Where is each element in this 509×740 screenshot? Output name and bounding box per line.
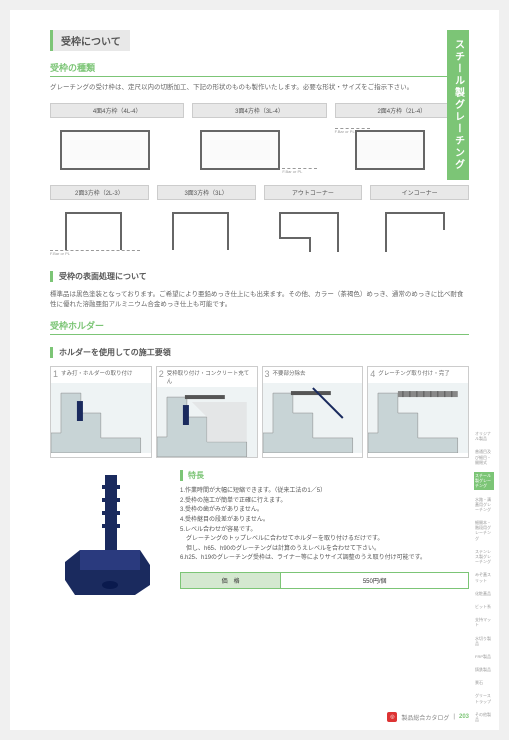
side-menu-item[interactable]: 景石 (474, 679, 494, 686)
frame-label: インコーナー (370, 185, 469, 200)
section-title-holder: 受枠ホルダー (50, 319, 469, 335)
footer-logo-icon: ◎ (387, 712, 397, 722)
side-menu-item[interactable]: 支持マット (474, 616, 494, 628)
price-table: 価 格 550円/個 (180, 572, 469, 589)
frame-row-1: 4面4方枠（4L-4） 3面4方枠（3L-4） F.Bar or PL 2面4方… (50, 103, 469, 177)
step-text: グレーチング取り付け・完了 (378, 369, 450, 381)
catalog-page: スチール製グレーチング オリジナル製品 普通目及び細目・開閉式 スチール製グレー… (10, 10, 499, 730)
side-menu-item[interactable]: ステンレス製グレーチング (474, 548, 494, 566)
side-menu-item[interactable]: 水切り製品 (474, 635, 494, 647)
step-text: 不要部分除去 (273, 369, 306, 381)
frame-item: アウトコーナー (264, 185, 363, 259)
feature-item: 2.受枠の施工が簡単で正確に行えます。 (180, 497, 469, 507)
frame-item: 3面3方枠（3L） (157, 185, 256, 259)
features-title: 特長 (180, 470, 469, 481)
step-diagram (263, 383, 363, 453)
feature-item: 但し、h65、h90のグレーチングは計算のうえレベルを合わせて下さい。 (180, 545, 469, 555)
features-content: 特長 1.作業時間が大幅に短縮できます。（従来工法の1／5） 2.受枠の施工が簡… (180, 470, 469, 600)
frame-row-2: 2面3方枠（2L-3） F.Bar or PL 3面3方枠（3L） アウトコーナ… (50, 185, 469, 259)
page-footer: ◎ 製品総合カタログ | 203 (387, 712, 469, 722)
frame-item: 2面3方枠（2L-3） F.Bar or PL (50, 185, 149, 259)
features-row: 特長 1.作業時間が大幅に短縮できます。（従来工法の1／5） 2.受枠の施工が簡… (50, 470, 469, 600)
step-2: 2受枠取り付け・コンクリート充てん (156, 366, 258, 458)
step-text: 受枠取り付け・コンクリート充てん (167, 369, 255, 385)
feature-item: 4.受枠継目の段差がありません。 (180, 516, 469, 526)
holder-product-image (50, 470, 170, 600)
frame-diagram-out-corner (264, 204, 363, 259)
frame-label: 3面3方枠（3L） (157, 185, 256, 200)
side-menu-item[interactable]: 化粧蓋品 (474, 590, 494, 597)
frame-diagram-in-corner (370, 204, 469, 259)
side-menu-item[interactable]: 水路・溝蓋用グレーチング (474, 496, 494, 514)
feature-item: 1.作業時間が大幅に短縮できます。（従来工法の1／5） (180, 487, 469, 497)
section-text: 標準品は黒色塗装となっております。ご希望により亜鉛めっき仕上にも出来ます。その他… (50, 290, 469, 310)
side-menu-item[interactable]: ビット系 (474, 603, 494, 610)
side-menu: オリジナル製品 普通目及び細目・開閉式 スチール製グレーチング 水路・溝蓋用グレ… (474, 430, 494, 729)
side-menu-item[interactable]: 細開本・階段用グレーチング (474, 519, 494, 542)
step-diagram (157, 387, 257, 457)
feature-item: グレーチングのトップレベルに合わせてホルダーを取り付けるだけです。 (180, 535, 469, 545)
page-header: 受枠について (50, 30, 130, 51)
frame-diagram-3l (157, 204, 256, 259)
side-menu-item-active[interactable]: スチール製グレーチング (474, 472, 494, 490)
frame-diagram-4l4 (50, 122, 184, 177)
frame-label: アウトコーナー (264, 185, 363, 200)
page-number: 203 (459, 714, 469, 720)
subsection-procedure: ホルダーを使用しての施工要領 (50, 347, 469, 358)
frame-label: 2面3方枠（2L-3） (50, 185, 149, 200)
side-menu-item[interactable]: その他製品 (474, 711, 494, 723)
holder-steps: 1すみ打・ホルダーの取り付け 2受枠取り付け・コンクリート充てん 3不要部分 (50, 366, 469, 458)
step-num: 4 (370, 369, 375, 381)
step-text: すみ打・ホルダーの取り付け (61, 369, 133, 381)
frame-item: 4面4方枠（4L-4） (50, 103, 184, 177)
step-diagram (368, 383, 468, 453)
feature-item: 5.レベル合わせが容易です。 (180, 526, 469, 536)
frame-label: 4面4方枠（4L-4） (50, 103, 184, 118)
subsection-surface: 受枠の表面処理について (50, 271, 469, 282)
side-menu-item[interactable]: グリーストラップ (474, 692, 494, 704)
frame-item: インコーナー (370, 185, 469, 259)
features-list: 1.作業時間が大幅に短縮できます。（従来工法の1／5） 2.受枠の施工が簡単で正… (180, 487, 469, 564)
frame-item: 3面4方枠（3L-4） F.Bar or PL (192, 103, 326, 177)
side-menu-item[interactable]: オリジナル製品 (474, 430, 494, 442)
step-num: 3 (265, 369, 270, 381)
frame-diagram-2l4: F.Bar or PL (335, 122, 469, 177)
side-menu-item[interactable]: 普通目及び細目・開閉式 (474, 448, 494, 466)
price-label: 価 格 (181, 573, 281, 588)
step-num: 2 (159, 369, 164, 385)
feature-item: 6.h25、h19のグレーチング受枠は、ライナー等によりサイズ調整のうえ取り付け… (180, 554, 469, 564)
frame-diagram-3l4: F.Bar or PL (192, 122, 326, 177)
section-title-types: 受枠の種類 (50, 61, 469, 77)
frame-label: 3面4方枠（3L-4） (192, 103, 326, 118)
frame-diagram-2l3: F.Bar or PL (50, 204, 149, 259)
feature-item: 3.受枠の歯がみがありません。 (180, 506, 469, 516)
step-1: 1すみ打・ホルダーの取り付け (50, 366, 152, 458)
section-text: グレーチングの受け枠は、定尺以内の切断加工、下記の形状のものも製作いたします。必… (50, 83, 469, 93)
step-4: 4グレーチング取り付け・完了 (367, 366, 469, 458)
price-value: 550円/個 (281, 573, 468, 588)
step-diagram (51, 383, 151, 453)
footer-catalog-text: 製品総合カタログ (401, 713, 449, 722)
side-menu-item[interactable]: みぞ蓋スリット (474, 571, 494, 583)
footer-separator: | (453, 714, 455, 720)
step-3: 3不要部分除去 (262, 366, 364, 458)
step-num: 1 (53, 369, 58, 381)
side-menu-item[interactable]: 鋳鉄製品 (474, 666, 494, 673)
side-menu-item[interactable]: FRP製品 (474, 653, 494, 660)
